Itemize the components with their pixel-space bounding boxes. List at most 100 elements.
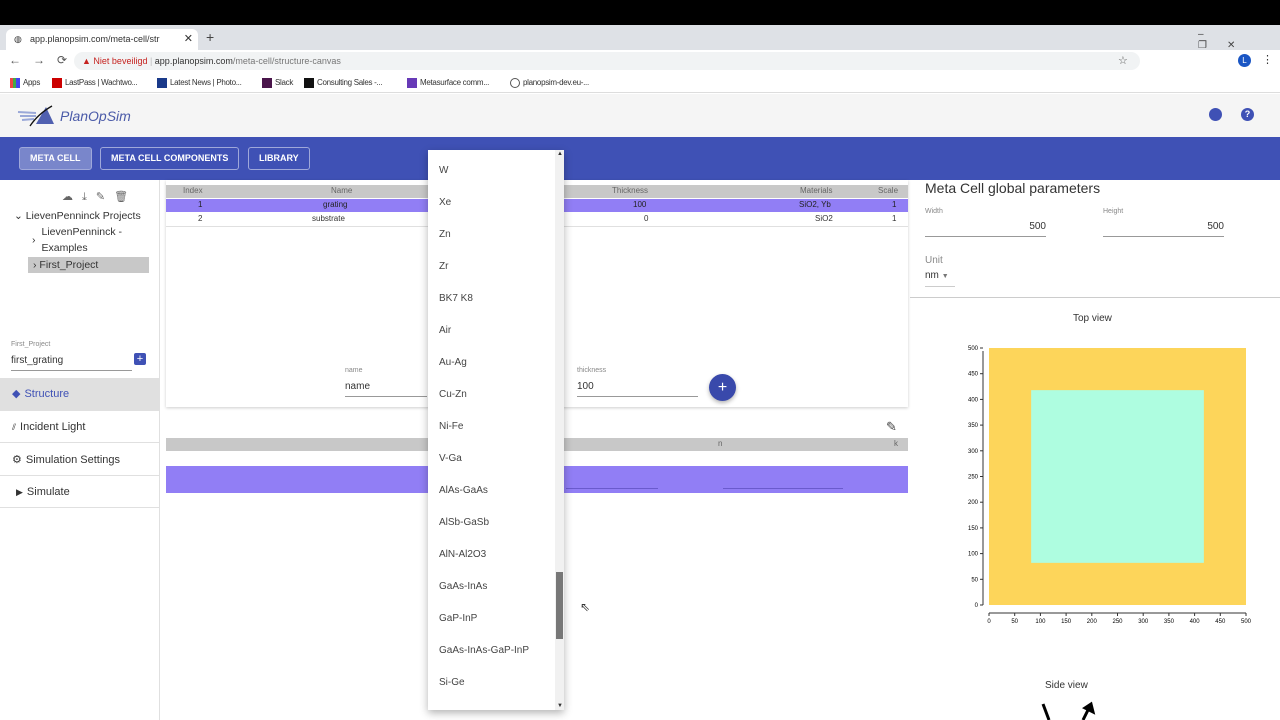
profile-avatar[interactable]: L (1238, 54, 1251, 67)
bookmark-label: Metasurface comm... (420, 78, 489, 87)
dropdown-option[interactable]: Au-Ag (439, 357, 467, 368)
x-tick-label: 400 (1190, 619, 1201, 625)
cell-thickness: 0 (644, 214, 649, 223)
sidebar: ☁⤓✎🗑 ⌄ LievenPenninck Projects › LievenPe… (0, 180, 160, 720)
width-input[interactable]: 500 (925, 218, 1046, 237)
download-icon[interactable]: ⤓ (82, 191, 96, 203)
y-tick-label: 50 (971, 577, 978, 583)
logo-icon (17, 105, 54, 127)
dropdown-option[interactable]: Zr (439, 261, 449, 272)
menu-icon[interactable]: ⋮ (1262, 54, 1273, 66)
url-input[interactable]: ▲ Niet beveiligd | app.planopsim.com/met… (74, 52, 1140, 70)
cell-thickness: 100 (633, 200, 647, 209)
dropdown-option[interactable]: V-Ga (439, 453, 462, 464)
dropdown-scrollbar[interactable]: ▲ ▼ (555, 150, 564, 710)
col-k: k (894, 439, 898, 448)
nav-buttons[interactable]: ←→⟳ (9, 53, 80, 67)
dropdown-option[interactable]: AlSb-GaSb (439, 517, 490, 528)
logo[interactable]: PlanOpSim (16, 104, 131, 128)
side-view-title: Side view (1045, 680, 1088, 691)
url-path: /meta-cell/structure-canvas (232, 56, 341, 66)
col-n: n (718, 439, 723, 448)
bookmark-star-icon[interactable]: ☆ (1118, 55, 1128, 67)
cell-index: 2 (198, 214, 203, 223)
dropdown-option[interactable]: Xe (439, 197, 452, 208)
edit-icon[interactable]: ✎ (886, 419, 897, 434)
y-tick-label: 450 (968, 372, 979, 378)
chevron-right-icon: › (32, 234, 36, 246)
browser-tab[interactable]: ◍ app.planopsim.com/meta-cell/str ✕ (6, 29, 198, 50)
dropdown-option[interactable]: Zn (439, 229, 451, 240)
cell-index: 1 (198, 200, 203, 209)
bookmark-lastpass[interactable]: LastPass | Wachtwo... (52, 72, 138, 93)
dropdown-option[interactable]: Air (439, 325, 452, 336)
add-simulation-button[interactable]: + (134, 353, 146, 365)
bookmark-slack[interactable]: Slack (262, 72, 293, 93)
bookmark-news[interactable]: Latest News | Photo... (157, 72, 242, 93)
add-layer-button[interactable]: + (709, 374, 736, 401)
thickness-label: thickness (577, 367, 607, 374)
bookmark-apps[interactable]: Apps (10, 72, 40, 93)
close-tab-icon[interactable]: ✕ (183, 33, 193, 45)
account-icon[interactable] (1209, 108, 1222, 121)
delete-icon[interactable]: 🗑 (114, 191, 138, 203)
dropdown-option[interactable]: Ni-Fe (439, 421, 464, 432)
height-input[interactable]: 500 (1103, 218, 1224, 237)
cell-scale: 1 (892, 214, 897, 223)
x-tick-label: 500 (1241, 619, 1252, 625)
dropdown-option[interactable]: AlN-Al2O3 (439, 549, 487, 560)
scrollbar-thumb[interactable] (556, 571, 563, 639)
bookmark-planopsim-dev[interactable]: planopsim-dev.eu-... (510, 72, 589, 93)
col-name: Name (331, 186, 353, 195)
dropdown-option[interactable]: GaP-InP (439, 613, 478, 624)
bookmark-consulting[interactable]: Consulting Sales -... (304, 72, 383, 93)
y-tick-label: 350 (968, 423, 979, 429)
tree-item-label: LievenPenninck - Examples (41, 226, 123, 254)
dropdown-option[interactable]: W (439, 165, 449, 176)
dropdown-option[interactable]: Si-Ge (439, 677, 465, 688)
tree-item-label: First_Project (39, 259, 99, 271)
layer-name-input[interactable]: name (345, 378, 427, 397)
help-icon[interactable]: ? (1241, 108, 1254, 121)
x-tick-label: 150 (1061, 619, 1072, 625)
layers-icon: ◆ (12, 388, 21, 400)
dropdown-option[interactable]: GaAs-InAs-GaP-InP (439, 645, 530, 656)
scroll-down-arrow[interactable]: ▼ (557, 703, 563, 709)
sidebar-item-simulation-settings[interactable]: ⚙ Simulation Settings (0, 444, 160, 476)
bookmark-metasurface[interactable]: Metasurface comm... (407, 72, 489, 93)
y-tick-label: 300 (968, 449, 979, 455)
x-tick-label: 0 (987, 619, 991, 625)
tab-title: app.planopsim.com/meta-cell/str (30, 34, 160, 44)
tree-item-first-project[interactable]: › First_Project (28, 257, 149, 273)
tree-item-examples[interactable]: › LievenPenninck - Examples (32, 224, 152, 256)
edit-icon[interactable]: ✎ (95, 191, 115, 203)
project-actions: ☁⤓✎🗑 (62, 190, 137, 204)
material-dropdown-menu[interactable]: W Xe Zn Zr BK7 K8 Air Au-Ag Cu-Zn Ni-Fe V-Ga AlAs-… (428, 150, 564, 710)
tree-root[interactable]: ⌄ LievenPenninck Projects (14, 209, 141, 223)
dropdown-option[interactable]: GaAs-InAs (439, 581, 488, 592)
tab-library[interactable]: LIBRARY (248, 147, 310, 170)
globe-icon (510, 77, 520, 88)
n-input[interactable] (566, 488, 658, 489)
sidebar-item-simulate[interactable]: ▶ Simulate (0, 476, 160, 508)
chevron-right-icon: › (33, 259, 40, 271)
sidebar-item-incident-light[interactable]: ⫽ Incident Light (0, 411, 160, 443)
sidebar-item-structure[interactable]: ◆ Structure (0, 378, 160, 411)
dropdown-option[interactable]: Cu-Zn (439, 389, 467, 400)
new-tab-button[interactable]: + (206, 29, 215, 45)
tab-meta-cell-components[interactable]: META CELL COMPONENTS (100, 147, 240, 170)
window-controls[interactable]: –❐✕ (1198, 29, 1256, 51)
global-params-panel: Meta Cell global parameters Width 500 He… (910, 180, 1280, 298)
simulation-name-input[interactable]: first_grating (11, 352, 132, 371)
scroll-up-arrow[interactable]: ▲ (557, 151, 563, 157)
tab-meta-cell[interactable]: META CELL (19, 147, 92, 170)
inner-shape (1031, 390, 1204, 563)
thickness-input[interactable]: 100 (577, 378, 698, 397)
cloud-upload-icon[interactable]: ☁ (62, 191, 82, 203)
url-host: app.planopsim.com (154, 56, 233, 66)
chevron-down-icon: ⌄ (14, 210, 26, 222)
dropdown-option[interactable]: AlAs-GaAs (439, 485, 488, 496)
k-input[interactable] (723, 488, 843, 489)
dropdown-option[interactable]: BK7 K8 (439, 293, 473, 304)
unit-select[interactable]: nm ▼ (925, 267, 955, 287)
